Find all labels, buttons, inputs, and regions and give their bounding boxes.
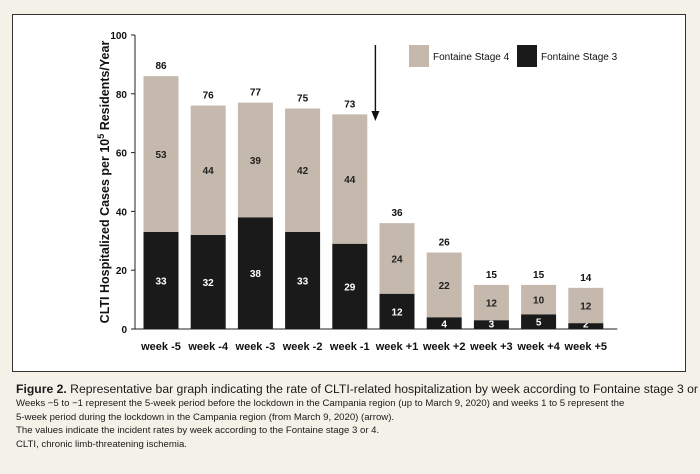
caption-title-line: Figure 2. Representative bar graph indic… <box>16 381 700 397</box>
bar-total-label: 14 <box>580 273 592 284</box>
y-tick-label: 100 <box>110 31 127 42</box>
bar-segment-stage4 <box>379 223 415 294</box>
bar-value-label: 39 <box>250 156 262 167</box>
y-tick-label: 20 <box>116 266 128 277</box>
y-tick-label: 0 <box>121 325 127 336</box>
y-axis-title: CLTI Hospitalized Cases per 105 Resident… <box>96 41 112 324</box>
bar-total-label: 36 <box>391 208 403 219</box>
legend-label: Fontaine Stage 4 <box>433 52 510 63</box>
y-tick-label: 40 <box>116 207 128 218</box>
bar-segment-stage3 <box>285 231 321 329</box>
bar-segment-stage4 <box>237 102 273 218</box>
lockdown-arrow-head <box>371 111 380 121</box>
bar-value-label: 33 <box>297 276 309 287</box>
y-axis-title-text: CLTI Hospitalized Cases per 10 <box>98 139 112 324</box>
bar-value-label: 12 <box>580 301 592 312</box>
y-tick-label: 80 <box>116 90 128 101</box>
y-tick-label: 60 <box>116 149 128 160</box>
x-tick-label: week -5 <box>140 341 181 353</box>
bar-segment-stage4 <box>426 252 462 318</box>
caption-line: CLTI, chronic limb-threatening ischemia. <box>16 438 187 450</box>
bar-value-label: 44 <box>203 166 215 177</box>
x-tick-label: week +1 <box>375 341 419 353</box>
bar-segment-stage3 <box>521 314 557 329</box>
bar-segment-stage3 <box>190 234 226 329</box>
x-tick-label: week -4 <box>187 341 229 353</box>
bar-value-label: 3 <box>489 320 495 331</box>
caption-line: Weeks −5 to −1 represent the 5-week peri… <box>16 398 625 409</box>
bar-total-label: 73 <box>344 99 356 110</box>
figure-caption: Figure 2. Representative bar graph indic… <box>16 381 700 451</box>
y-axis-title-superscript: 5 <box>96 134 106 139</box>
bar-segment-stage4 <box>332 114 368 244</box>
bar-total-label: 26 <box>439 238 451 249</box>
bar-total-label: 76 <box>203 91 215 102</box>
caption-title: Representative bar graph indicating the … <box>66 382 700 396</box>
x-tick-label: week +2 <box>422 341 466 353</box>
legend-swatch <box>517 45 537 67</box>
bar-segment-stage3 <box>379 293 415 329</box>
bar-value-label: 12 <box>391 307 403 318</box>
bar-value-label: 5 <box>536 318 542 329</box>
bar-value-label: 38 <box>250 269 262 280</box>
bar-segment-stage3 <box>143 231 179 329</box>
bar-value-label: 32 <box>203 278 215 289</box>
bar-value-label: 29 <box>344 282 356 293</box>
bar-value-label: 22 <box>439 281 451 292</box>
caption-line: The values indicate the incident rates b… <box>16 425 380 436</box>
bar-value-label: 12 <box>486 299 498 310</box>
bar-segment-stage4 <box>143 76 179 232</box>
legend-swatch <box>409 45 429 67</box>
bar-total-label: 15 <box>486 270 498 281</box>
bar-total-label: 86 <box>155 61 167 72</box>
chart-frame: 0 20 40 60 80 100 CLTI Hospitalized Cases per … <box>12 14 686 372</box>
bar-value-label: 53 <box>155 150 167 161</box>
bar-value-label: 44 <box>344 175 356 186</box>
bar-value-label: 42 <box>297 166 309 177</box>
bar-segment-stage3 <box>237 217 273 329</box>
bar-total-label: 15 <box>533 270 545 281</box>
figure-label: Figure 2. <box>16 382 67 396</box>
bar-segment-stage4 <box>285 108 321 232</box>
bar-segment-stage3 <box>426 317 462 329</box>
x-tick-label: week -2 <box>282 341 323 353</box>
bar-total-label: 75 <box>297 94 309 105</box>
bar-segment-stage3 <box>332 243 368 329</box>
bar-segment-stage4 <box>473 284 509 321</box>
x-tick-label: week -3 <box>235 341 276 353</box>
bar-value-label: 2 <box>583 320 589 331</box>
bar-value-label: 33 <box>155 276 167 287</box>
x-tick-label: week +3 <box>469 341 513 353</box>
bar-value-label: 24 <box>391 254 403 265</box>
bar-total-label: 77 <box>250 88 262 99</box>
bar-segment-stage4 <box>190 105 226 235</box>
x-tick-label: week +4 <box>516 341 560 353</box>
bar-segment-stage3 <box>473 320 509 329</box>
bar-segment-stage4 <box>521 284 557 315</box>
x-tick-label: week -1 <box>329 341 370 353</box>
bar-value-label: 10 <box>533 296 545 307</box>
bar-value-label: 4 <box>441 320 447 331</box>
caption-line: 5-week period during the lockdown in the… <box>16 411 395 423</box>
bar-segment-stage4 <box>568 287 604 324</box>
legend-label: Fontaine Stage 3 <box>541 52 618 63</box>
bar-segment-stage3 <box>568 323 604 329</box>
x-tick-label: week +5 <box>564 341 608 353</box>
y-axis-title-text: Residents/Year <box>98 41 112 134</box>
